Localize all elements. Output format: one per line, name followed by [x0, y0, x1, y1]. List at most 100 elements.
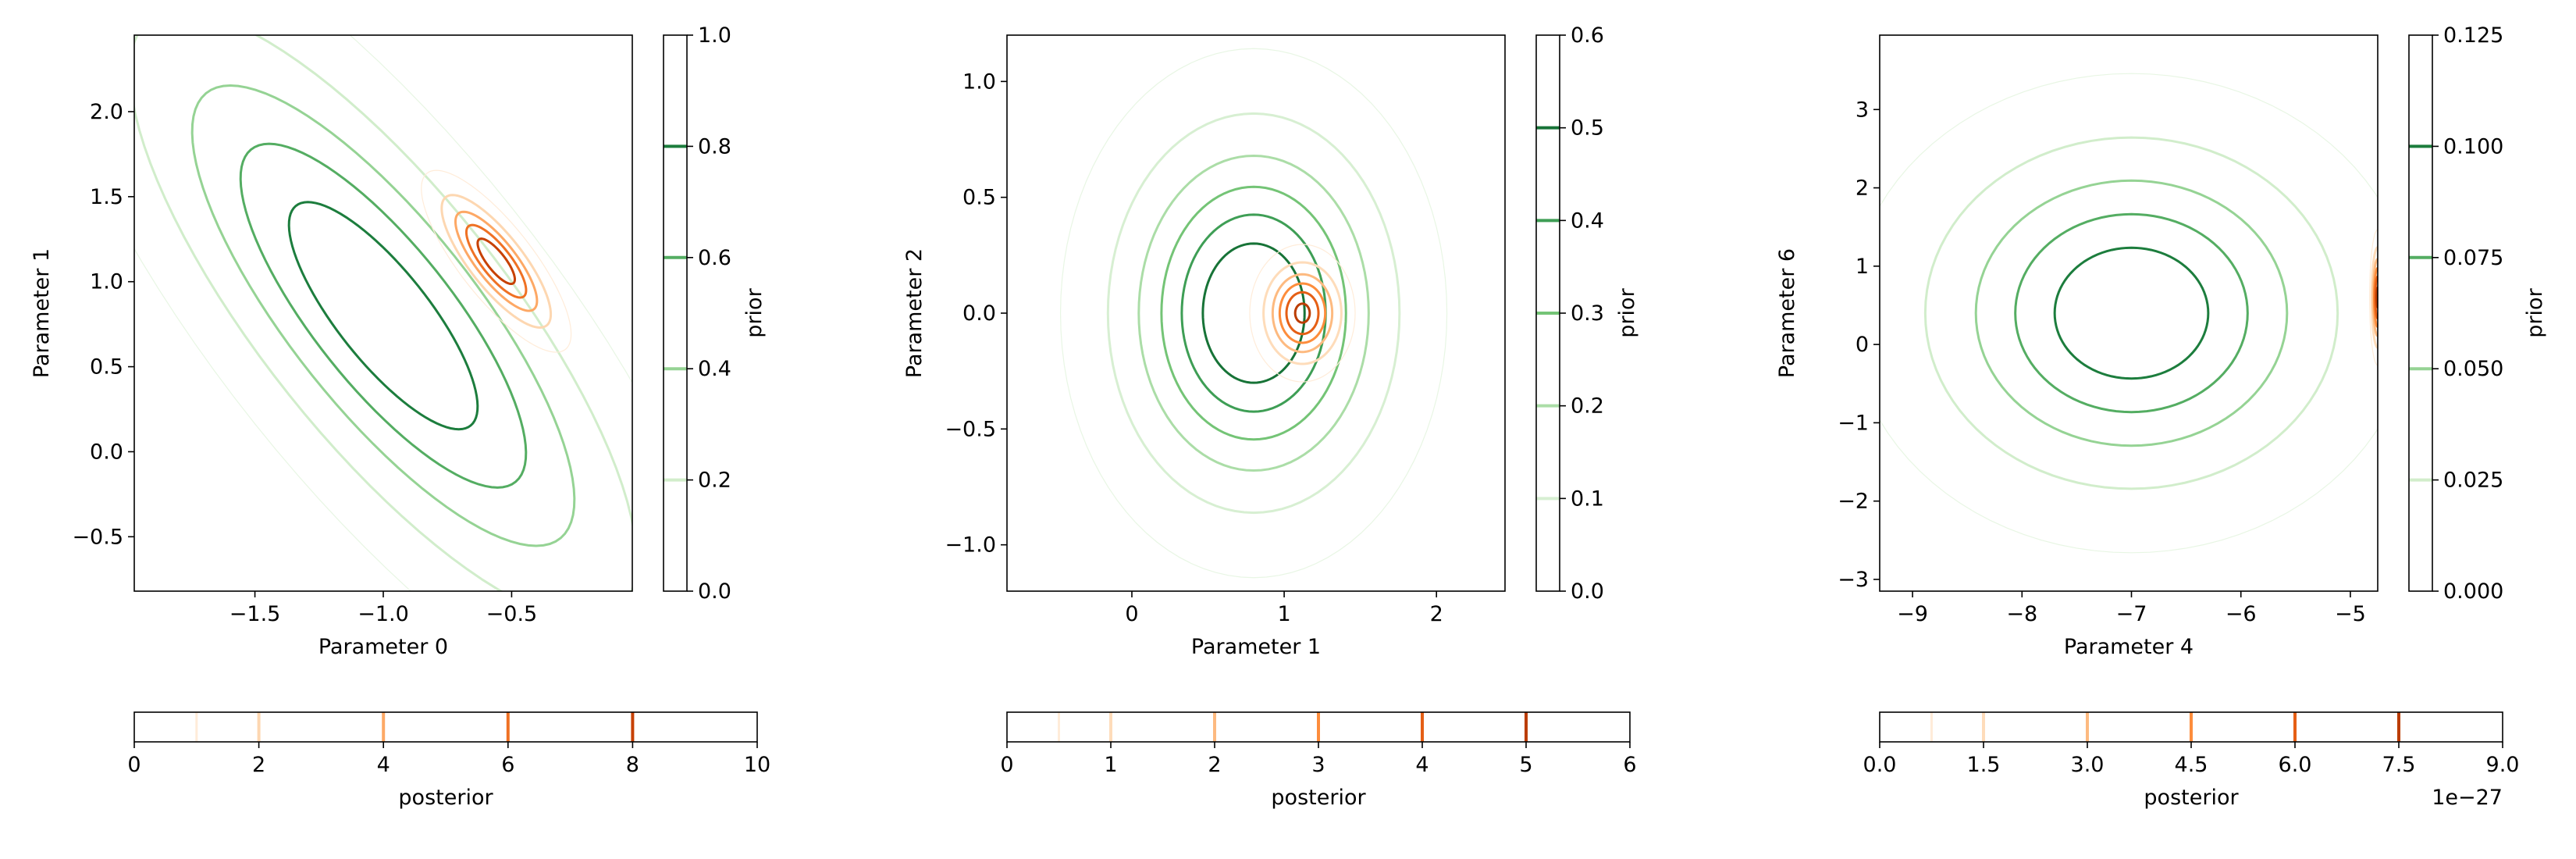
posterior-colorbar-label: posterior [1271, 786, 1366, 810]
x-tick-label: −0.5 [486, 602, 538, 626]
posterior-colorbar-offset: 1e−27 [2432, 786, 2503, 810]
x-tick-label: −6 [2226, 602, 2257, 626]
posterior-contour [2371, 258, 2378, 337]
posterior-contour-faint [421, 169, 572, 353]
y-tick-label: −0.5 [72, 525, 123, 549]
prior-colorbar-tick-label: 0.050 [2443, 357, 2503, 381]
posterior-colorbar-tick-label: 5 [1519, 753, 1532, 777]
y-tick-label: 1 [1856, 255, 1869, 279]
prior-colorbar-tick-label: 0.025 [2443, 469, 2503, 493]
y-tick-label: 1.5 [90, 185, 123, 209]
posterior-colorbar-tick-label: 6 [1623, 753, 1636, 777]
prior-colorbar-frame [2408, 34, 2433, 592]
prior-colorbar [664, 35, 687, 591]
x-axis-label: Parameter 0 [318, 635, 448, 659]
posterior-contour-faint [2368, 229, 2378, 366]
posterior-colorbar-label: posterior [398, 786, 493, 810]
posterior-contour [464, 223, 528, 299]
prior-colorbar-tick-label: 0.100 [2443, 134, 2503, 159]
posterior-contour [2372, 266, 2378, 329]
prior-colorbar-label: prior [2523, 287, 2547, 337]
prior-colorbar-tick-label: 0.3 [1571, 301, 1604, 326]
posterior-contour [454, 210, 539, 312]
plot-area [134, 35, 632, 591]
y-tick-label: 0.5 [90, 355, 123, 380]
prior-colorbar-tick-label: 0.4 [1571, 209, 1604, 233]
y-tick-label: 2 [1856, 176, 1869, 201]
prior-colorbar-tick-label: 1.0 [698, 23, 731, 48]
x-axis-label: Parameter 4 [2064, 635, 2194, 659]
posterior-contour [2375, 286, 2378, 309]
prior-colorbar-tick-label: 0.0 [698, 579, 731, 604]
panel-0: −1.5 −1.0 −0.5 −0.5 0.0 0.5 1.0 1.5 2.0 Parameter… [30, 23, 770, 810]
plot-frame [1879, 34, 2379, 592]
posterior-colorbar-tick-label: 8 [626, 753, 639, 777]
y-axis-label: Parameter 6 [1775, 248, 1799, 378]
prior-colorbar-tick-label: 0.2 [1571, 394, 1604, 419]
x-tick-label: −1.5 [229, 602, 281, 626]
y-tick-label: 0.0 [90, 440, 123, 464]
x-tick-label: −5 [2335, 602, 2366, 626]
posterior-contour [1262, 261, 1343, 365]
y-tick-label: −0.5 [945, 417, 996, 441]
prior-colorbar-tick-label: 0.4 [698, 357, 731, 381]
prior-colorbar-tick-label: 0.5 [1571, 116, 1604, 141]
prior-colorbar [2409, 35, 2432, 591]
posterior-contour [1293, 302, 1311, 324]
x-tick-label: 1 [1278, 602, 1291, 626]
y-tick-label: −1 [1838, 411, 1869, 435]
posterior-colorbar-tick-label: 2 [1208, 753, 1221, 777]
posterior-colorbar-tick-label: 1 [1104, 753, 1117, 777]
prior-contour [1923, 136, 2339, 490]
posterior-colorbar-tick-label: 7.5 [2382, 753, 2416, 777]
posterior-colorbar-frame [133, 711, 758, 743]
prior-contour [2053, 246, 2210, 380]
prior-contour [287, 201, 479, 431]
prior-contour [2014, 212, 2249, 414]
posterior-contour [1285, 290, 1320, 336]
posterior-colorbar-tick-label: 4 [377, 753, 390, 777]
plot-area [1880, 73, 2378, 554]
prior-colorbar-tick-label: 0.8 [698, 134, 731, 159]
prior-colorbar-tick-label: 0.075 [2443, 246, 2503, 270]
x-tick-label: 2 [1430, 602, 1443, 626]
posterior-colorbar-tick-label: 9.0 [2486, 753, 2520, 777]
posterior-colorbar-tick-label: 6 [501, 753, 514, 777]
prior-colorbar-tick-label: 0.1 [1571, 487, 1604, 511]
x-tick-label: −1.0 [358, 602, 409, 626]
prior-colorbar-label: prior [742, 287, 767, 337]
prior-colorbar-tick-label: 0.6 [698, 246, 731, 270]
prior-colorbar-frame [663, 34, 688, 592]
posterior-colorbar-tick-label: 3.0 [2071, 753, 2105, 777]
prior-colorbar-tick-label: 0.0 [1571, 579, 1604, 604]
posterior-colorbar-label: posterior [2144, 786, 2239, 810]
y-tick-label: −3 [1838, 568, 1869, 592]
prior-contour [1180, 213, 1327, 413]
plot-frame [1006, 34, 1506, 592]
y-axis-label: Parameter 1 [30, 248, 54, 378]
y-tick-label: −2 [1838, 490, 1869, 514]
posterior-colorbar-tick-label: 6.0 [2279, 753, 2312, 777]
posterior-contour [1271, 273, 1334, 354]
prior-colorbar-tick-label: 0.6 [1571, 23, 1604, 48]
prior-colorbar-tick-label: 0.125 [2443, 23, 2503, 48]
panel-1: 0 1 2 −1.0 −0.5 0.0 0.5 1.0 Parameter 1 Parameter… [902, 23, 1639, 810]
posterior-colorbar-tick-label: 0 [127, 753, 141, 777]
posterior-colorbar-tick-label: 0.0 [1863, 753, 1897, 777]
y-tick-label: 0.5 [962, 186, 996, 210]
posterior-colorbar-tick-label: 0 [1000, 753, 1013, 777]
prior-contour [1201, 242, 1306, 384]
prior-contour-faint [1059, 48, 1448, 579]
posterior-colorbar-tick-label: 10 [744, 753, 770, 777]
prior-contour-faint [134, 35, 632, 591]
posterior-colorbar [134, 712, 757, 742]
x-tick-label: −7 [2116, 602, 2147, 626]
x-tick-label: −9 [1897, 602, 1928, 626]
posterior-colorbar-tick-label: 4.5 [2175, 753, 2208, 777]
prior-contour [1974, 179, 2289, 447]
x-axis-label: Parameter 1 [1191, 635, 1321, 659]
posterior-contour [2374, 275, 2378, 320]
prior-contour [1160, 185, 1347, 441]
prior-colorbar-tick-label: 0.000 [2443, 579, 2503, 604]
